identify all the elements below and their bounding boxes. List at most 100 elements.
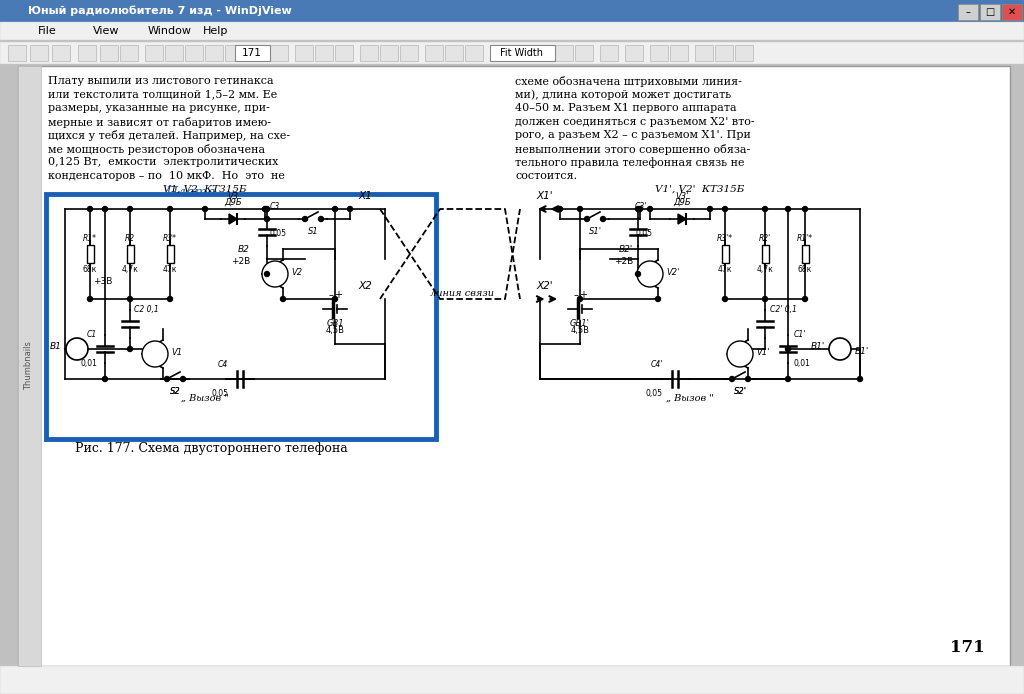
Text: B2: B2	[239, 244, 250, 253]
Circle shape	[102, 377, 108, 382]
Text: Плату выпили из листового гетинакса: Плату выпили из листового гетинакса	[48, 76, 273, 86]
Text: ми), длина которой может достигать: ми), длина которой может достигать	[515, 90, 731, 100]
Text: Д9Б: Д9Б	[673, 198, 691, 207]
Text: GB1: GB1	[327, 319, 344, 328]
Circle shape	[647, 207, 652, 212]
Bar	[380, 45, 398, 61]
Bar	[86, 245, 93, 263]
Text: 4,7к: 4,7к	[122, 265, 138, 274]
Bar	[100, 45, 118, 61]
Bar	[465, 45, 483, 61]
Circle shape	[142, 341, 168, 367]
Circle shape	[168, 296, 172, 301]
Bar	[400, 45, 418, 61]
Text: S2': S2'	[733, 387, 746, 396]
Text: R3*: R3*	[163, 234, 177, 243]
Bar	[250, 45, 268, 61]
Text: Д9Б: Д9Б	[224, 198, 242, 207]
Circle shape	[347, 207, 352, 212]
Bar	[1002, 4, 1022, 20]
Bar	[234, 45, 270, 61]
Text: C2 0,1: C2 0,1	[134, 305, 159, 314]
Text: +2В: +2В	[613, 257, 633, 266]
Circle shape	[636, 271, 640, 276]
Bar	[8, 45, 26, 61]
Text: 4,5В: 4,5В	[570, 326, 590, 335]
Text: 171: 171	[950, 639, 985, 656]
Text: V1: V1	[171, 348, 182, 357]
Text: C4': C4'	[650, 360, 663, 369]
Bar	[445, 45, 463, 61]
Text: V3: V3	[227, 192, 239, 201]
Bar	[315, 45, 333, 61]
Circle shape	[578, 296, 583, 301]
Text: S1: S1	[307, 227, 318, 236]
Circle shape	[557, 207, 562, 212]
Text: или текстолита толщиной 1,5–2 мм. Ее: или текстолита толщиной 1,5–2 мм. Ее	[48, 90, 278, 99]
Bar	[495, 45, 513, 61]
Circle shape	[66, 338, 88, 360]
Bar	[490, 45, 555, 61]
Text: C2' 0,1: C2' 0,1	[770, 305, 797, 314]
Text: ме мощность резисторов обозначена: ме мощность резисторов обозначена	[48, 144, 265, 155]
Bar	[270, 45, 288, 61]
Text: 171: 171	[242, 48, 262, 58]
Bar	[575, 45, 593, 61]
Text: C4: C4	[218, 360, 228, 369]
Text: Help: Help	[203, 26, 228, 36]
Circle shape	[785, 377, 791, 382]
Text: S2: S2	[170, 387, 180, 396]
Text: V1': V1'	[756, 348, 769, 357]
Bar	[600, 45, 618, 61]
Text: 4,7к: 4,7к	[757, 265, 773, 274]
Circle shape	[785, 346, 791, 351]
Text: 40–50 м. Разъем Х1 первого аппарата: 40–50 м. Разъем Х1 первого аппарата	[515, 103, 736, 113]
Text: размеры, указанные на рисунке, при-: размеры, указанные на рисунке, при-	[48, 103, 270, 113]
Text: V2: V2	[291, 267, 302, 276]
Circle shape	[578, 207, 583, 212]
Circle shape	[203, 207, 208, 212]
Circle shape	[264, 217, 269, 221]
Text: X2': X2'	[537, 281, 553, 291]
Text: 47к: 47к	[718, 265, 732, 274]
Text: невыполнении этого совершенно обяза-: невыполнении этого совершенно обяза-	[515, 144, 751, 155]
Circle shape	[785, 207, 791, 212]
Text: 0,01: 0,01	[80, 359, 97, 368]
Text: C1': C1'	[794, 330, 806, 339]
Bar	[127, 245, 133, 263]
Circle shape	[128, 346, 132, 351]
Text: 4,5В: 4,5В	[326, 326, 344, 335]
Text: Юный радиолюбитель 7 изд - WinDjView: Юный радиолюбитель 7 изд - WinDjView	[28, 6, 292, 16]
Text: 0,01: 0,01	[794, 359, 811, 368]
Bar	[120, 45, 138, 61]
Text: +: +	[334, 290, 342, 300]
Text: рого, а разъем Х2 – с разъемом Х1'. При: рого, а разъем Х2 – с разъемом Х1'. При	[515, 130, 751, 140]
Text: File: File	[38, 26, 56, 36]
Bar	[18, 66, 41, 666]
Bar	[650, 45, 668, 61]
Text: R1*: R1*	[83, 234, 97, 243]
Circle shape	[262, 207, 267, 212]
Circle shape	[333, 207, 338, 212]
Bar	[78, 45, 96, 61]
Text: S1': S1'	[589, 227, 601, 236]
Bar	[958, 4, 978, 20]
Circle shape	[723, 207, 727, 212]
Circle shape	[281, 296, 286, 301]
Bar	[715, 45, 733, 61]
Text: 0,125 Вт,  емкости  электролитических: 0,125 Вт, емкости электролитических	[48, 157, 279, 167]
Circle shape	[727, 341, 753, 367]
Bar	[0, 0, 1024, 22]
Circle shape	[803, 207, 808, 212]
Text: –: –	[329, 290, 334, 300]
Text: 0,05: 0,05	[646, 389, 663, 398]
Text: R1'*: R1'*	[797, 234, 813, 243]
Circle shape	[763, 207, 768, 212]
Bar	[145, 45, 163, 61]
Text: мерные и зависят от габаритов имею-: мерные и зависят от габаритов имею-	[48, 117, 271, 128]
Text: Рис. 177. Схема двустороннего телефона: Рис. 177. Схема двустороннего телефона	[75, 442, 348, 455]
Bar	[802, 245, 809, 263]
Circle shape	[600, 217, 605, 221]
Circle shape	[102, 207, 108, 212]
Circle shape	[803, 296, 808, 301]
